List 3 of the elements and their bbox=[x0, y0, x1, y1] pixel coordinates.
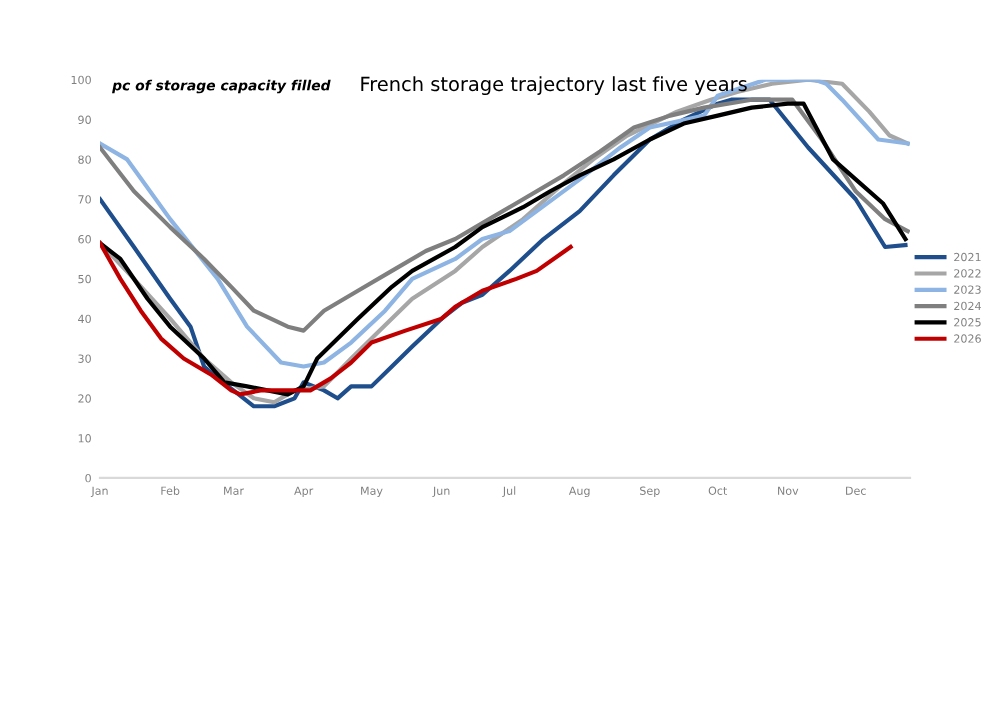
line-series bbox=[100, 97, 910, 333]
chart-title: French storage trajectory last five years bbox=[361, 76, 747, 96]
line-series bbox=[100, 240, 573, 397]
